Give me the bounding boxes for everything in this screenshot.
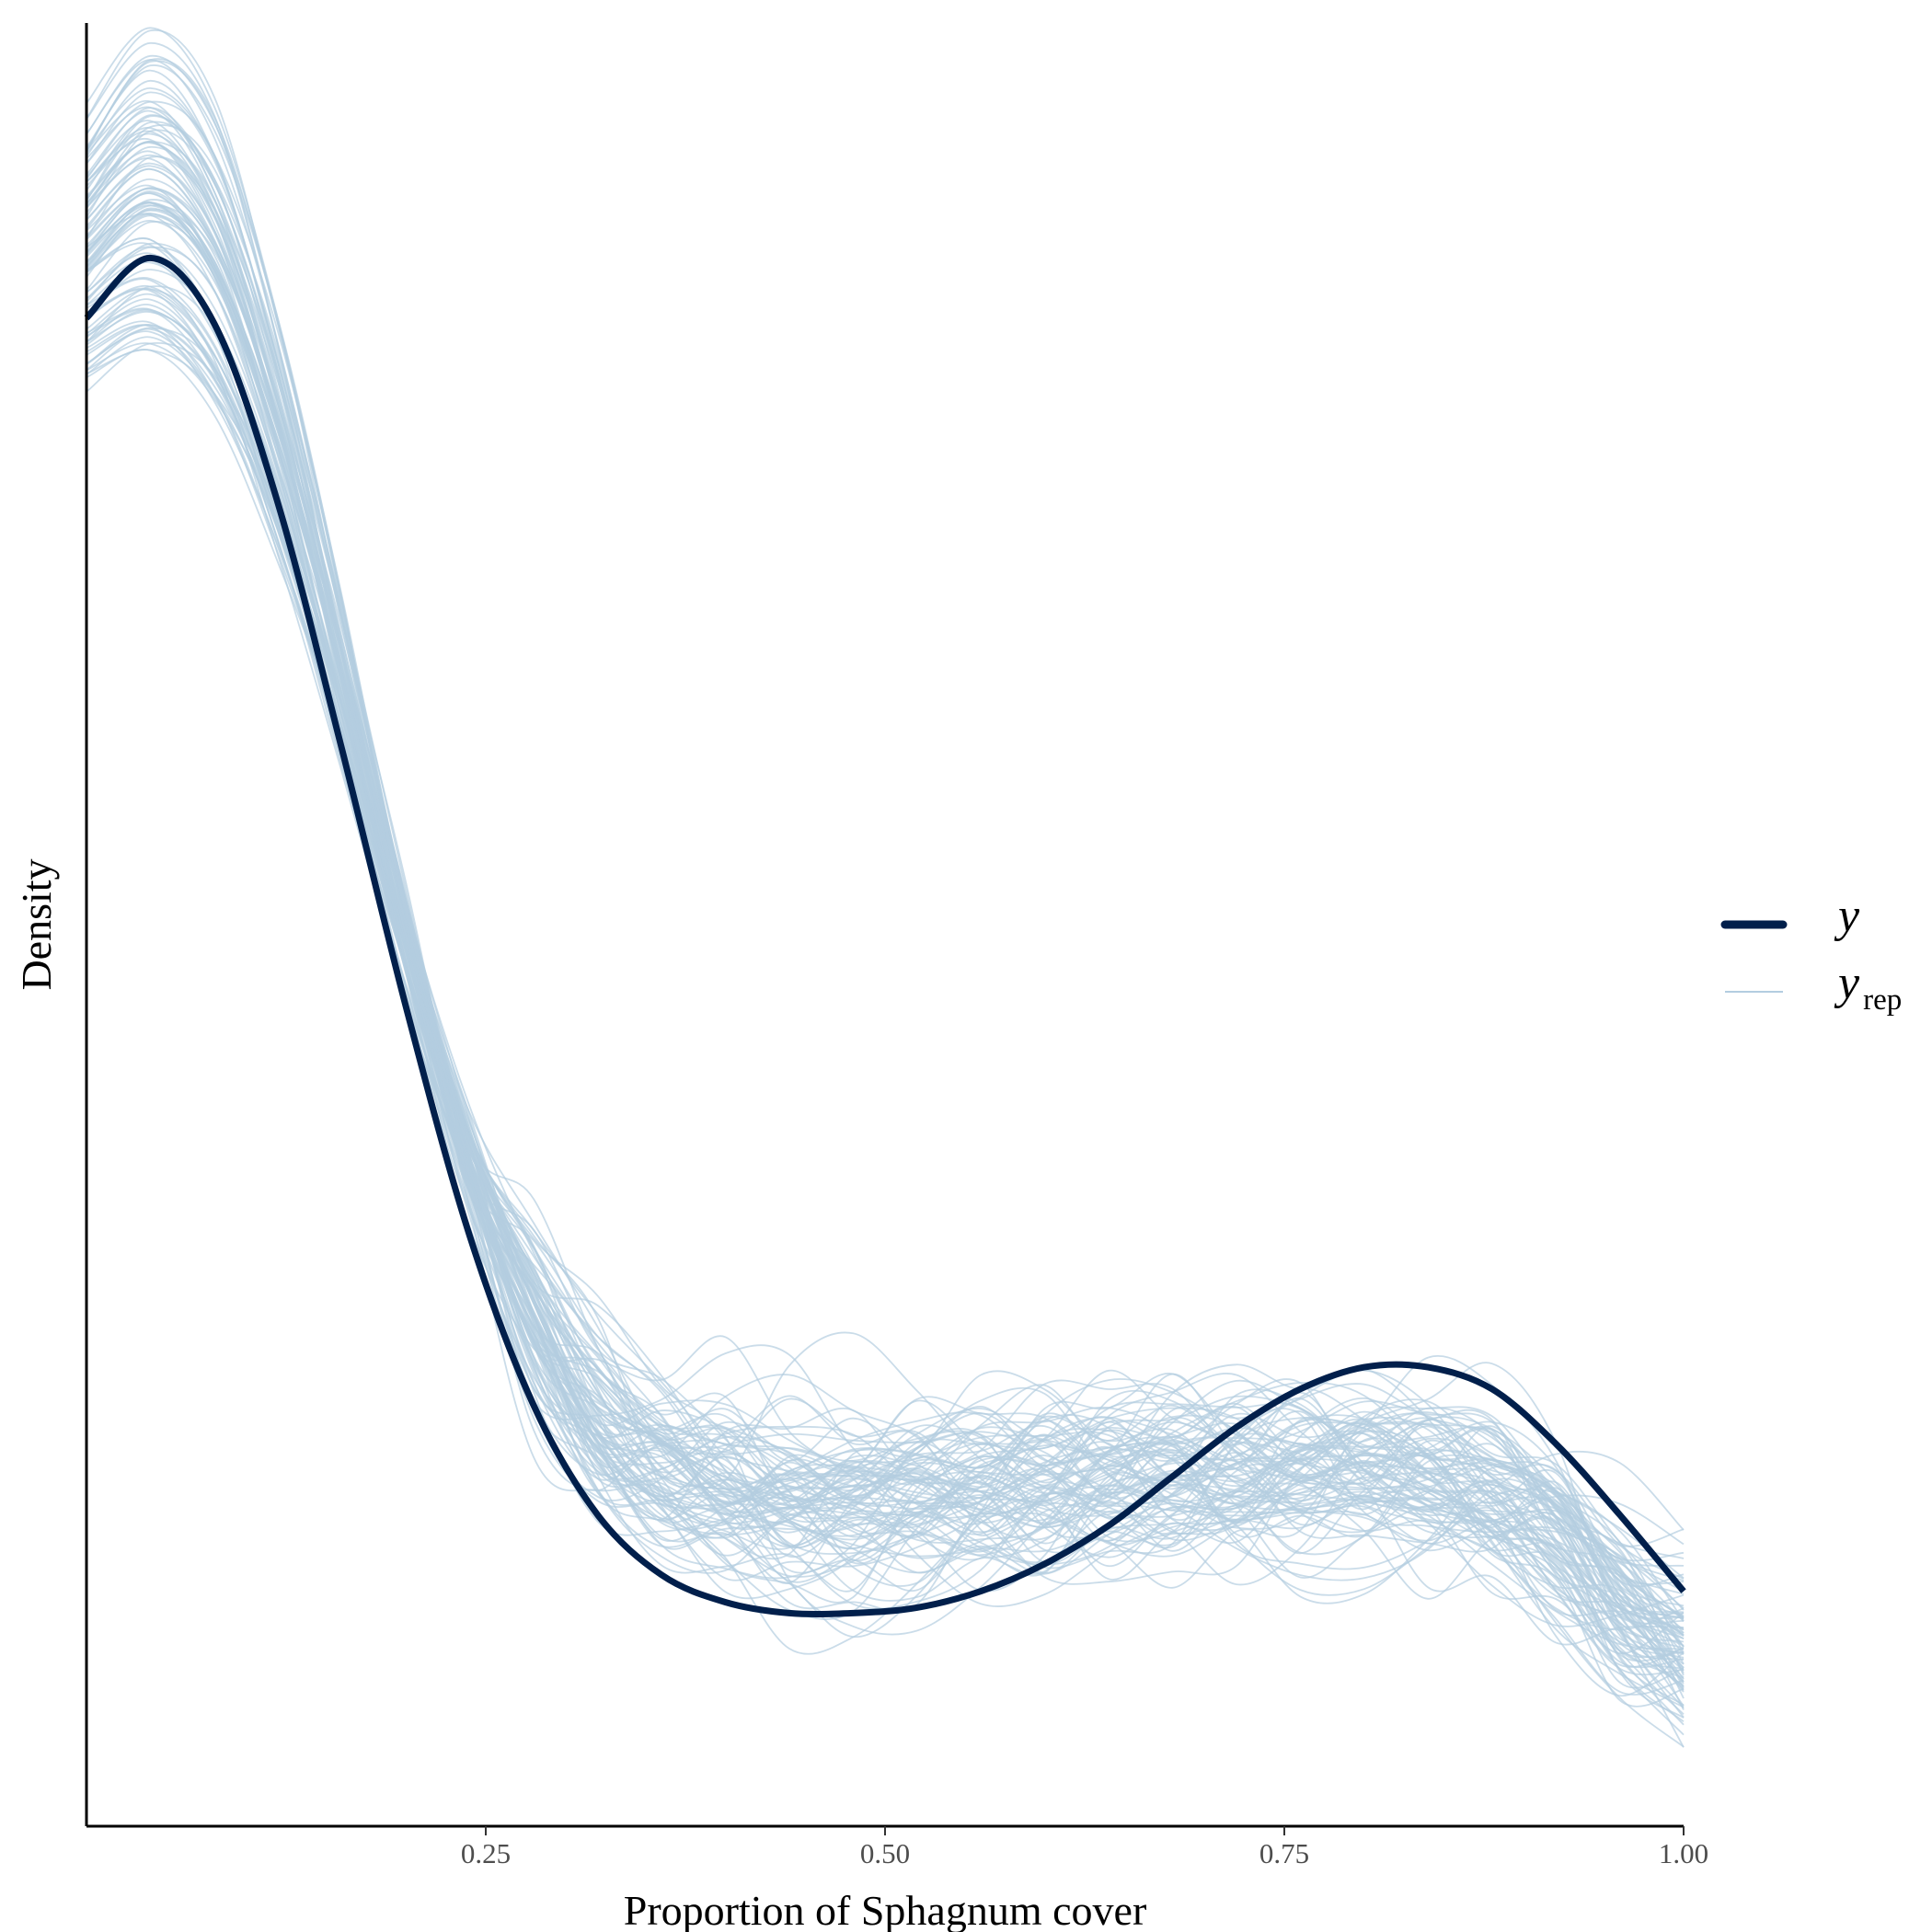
yrep-density-line — [86, 208, 1685, 1639]
observed-density-line-group — [84, 254, 1686, 1618]
x-tick-label: 0.25 — [461, 1837, 511, 1869]
yrep-density-line — [86, 124, 1685, 1659]
yrep-density-line — [86, 288, 1685, 1580]
yrep-density-line — [86, 304, 1685, 1648]
yrep-density-line — [86, 178, 1685, 1648]
x-axis-title: Proportion of Sphagnum cover — [624, 1887, 1147, 1932]
yrep-density-line — [86, 91, 1685, 1672]
yrep-density-line — [86, 204, 1685, 1614]
yrep-density-line — [86, 130, 1685, 1556]
yrep-density-line — [86, 141, 1685, 1588]
yrep-density-line — [86, 27, 1685, 1625]
yrep-density-line — [86, 29, 1685, 1650]
yrep-density-line — [86, 59, 1685, 1629]
yrep-density-line — [86, 237, 1685, 1604]
x-tick-label: 0.50 — [860, 1837, 910, 1869]
x-axis-ticks: 0.25 0.50 0.75 1.00 — [461, 1826, 1708, 1869]
yrep-density-line — [86, 201, 1685, 1585]
yrep-density-line — [86, 162, 1685, 1648]
yrep-density-line — [86, 199, 1685, 1567]
yrep-density-line — [86, 167, 1685, 1643]
yrep-density-line — [86, 157, 1685, 1710]
yrep-density-line — [86, 261, 1685, 1562]
yrep-density-line — [86, 165, 1685, 1683]
yrep-density-line — [86, 109, 1685, 1609]
legend: y y rep — [1720, 890, 1902, 1017]
legend-yrep-base: y — [1834, 957, 1860, 1009]
yrep-density-line — [86, 324, 1685, 1581]
yrep-density-line — [86, 320, 1685, 1620]
yrep-density-line — [86, 246, 1685, 1574]
yrep-density-line — [86, 191, 1685, 1616]
yrep-density-line — [86, 140, 1685, 1669]
y-density-line — [84, 254, 1686, 1618]
yrep-density-line — [86, 277, 1685, 1607]
legend-yrep-label: y rep — [1834, 957, 1902, 1017]
legend-yrep-subscript: rep — [1863, 983, 1902, 1017]
yrep-density-line — [86, 54, 1685, 1631]
yrep-density-line — [86, 129, 1685, 1646]
yrep-density-line — [86, 328, 1685, 1669]
yrep-density-line — [86, 142, 1685, 1620]
legend-y-label: y — [1834, 890, 1860, 942]
yrep-density-line — [86, 201, 1685, 1600]
yrep-density-line — [86, 41, 1685, 1618]
yrep-density-line — [86, 100, 1685, 1595]
yrep-density-line — [86, 154, 1685, 1619]
yrep-density-line — [86, 69, 1685, 1637]
yrep-density-line — [86, 184, 1685, 1617]
yrep-density-line — [86, 192, 1685, 1617]
x-tick-label: 1.00 — [1659, 1837, 1708, 1869]
replicate-density-lines — [86, 27, 1685, 1748]
x-tick-label: 0.75 — [1259, 1837, 1309, 1869]
yrep-density-line — [86, 252, 1685, 1546]
yrep-density-line — [86, 120, 1685, 1631]
yrep-density-line — [86, 60, 1685, 1637]
yrep-density-line — [86, 278, 1685, 1570]
yrep-density-line — [86, 327, 1685, 1722]
y-axis-title: Density — [13, 858, 60, 990]
